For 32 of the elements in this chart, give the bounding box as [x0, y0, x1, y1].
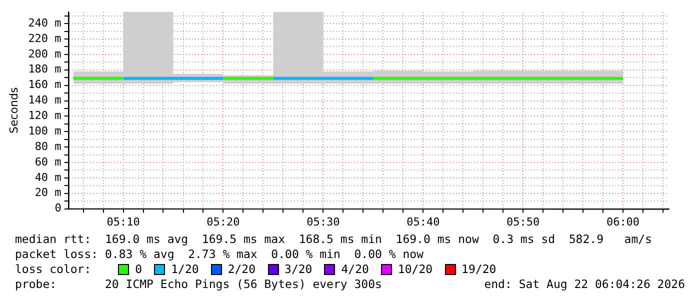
legend-label: 3/20	[284, 262, 312, 277]
x-tick-label: 05:50	[506, 215, 540, 228]
text: end: Sat Aug 22 06:04:26 2026	[484, 277, 685, 292]
y-tick-label: 40 m	[34, 170, 62, 184]
y-axis-title: Seconds	[7, 87, 20, 134]
text: packet loss: 0.83 % avg 2.73 % max 0.00 % min 0.00 % now	[15, 247, 424, 262]
y-tick-label: 220 m	[28, 32, 62, 45]
y-tick-label: 180 m	[28, 62, 62, 76]
x-tick-label: 05:10	[106, 215, 140, 228]
text: probe: 20 ICMP Echo Pings (56 Bytes) every 300s	[15, 277, 382, 292]
y-tick-label: 120 m	[28, 109, 62, 122]
x-tick-label: 06:00	[606, 215, 640, 228]
text: median rtt: 169.0 ms avg 169.5 ms max 168.5 ms min 169.0 ms now 0.3 ms sd 582.9 am/s	[15, 232, 653, 247]
y-tick-label: 60 m	[34, 155, 62, 168]
legend-label: 4/20	[341, 262, 369, 277]
y-tick-label: 140 m	[28, 94, 62, 107]
x-tick-label: 05:30	[306, 215, 340, 228]
legend-title: loss color:	[15, 262, 92, 277]
legend-label: 19/20	[462, 262, 496, 277]
y-tick-label: 0	[54, 202, 62, 215]
legend-label: 2/20	[228, 262, 256, 277]
legend-label: 1/20	[171, 262, 199, 277]
y-tick-label: 20 m	[34, 186, 62, 200]
y-tick-label: 80 m	[34, 140, 62, 153]
x-tick-label: 05:40	[406, 215, 440, 228]
legend-label: 0	[135, 262, 142, 277]
legend-label: 10/20	[398, 262, 433, 277]
y-tick-label: 200 m	[28, 47, 62, 60]
y-tick-label: 100 m	[28, 124, 62, 138]
x-tick-label: 05:20	[206, 215, 240, 228]
y-tick-label: 160 m	[28, 78, 62, 92]
y-tick-label: 240 m	[28, 16, 62, 30]
